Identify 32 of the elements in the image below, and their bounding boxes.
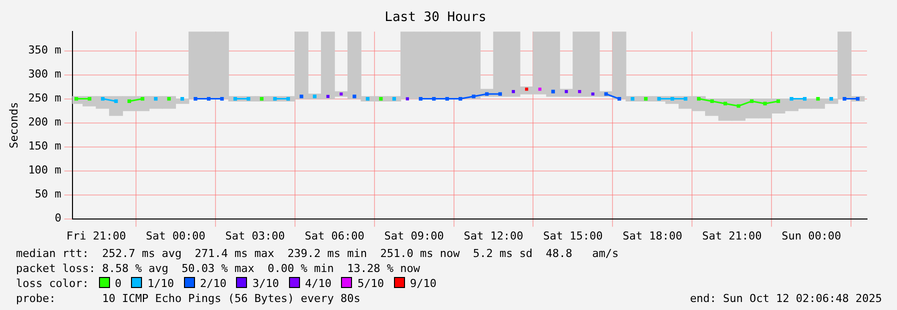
y-tick-label: 0 bbox=[54, 212, 62, 225]
y-tick-label: 100 m bbox=[28, 164, 62, 177]
legend-label: 2/10 bbox=[200, 277, 226, 290]
legend-label: 9/10 bbox=[410, 277, 436, 290]
y-tick-label: 50 m bbox=[34, 188, 62, 201]
x-tick-label: Sat 00:00 bbox=[146, 229, 206, 242]
legend-label: 4/10 bbox=[304, 277, 332, 290]
chart-title: Last 30 Hours bbox=[384, 10, 486, 26]
x-tick-label: Sat 21:00 bbox=[702, 229, 762, 242]
x-tick-label: Fri 21:00 bbox=[66, 229, 126, 242]
y-tick-label: 150 m bbox=[28, 140, 62, 153]
y-tick-label: 200 m bbox=[28, 116, 62, 129]
legend-label: 0 bbox=[114, 277, 122, 290]
y-axis-title: Seconds bbox=[7, 102, 20, 148]
legend-label: 1/10 bbox=[147, 277, 174, 290]
text: end: Sun Oct 12 02:06:48 2025 bbox=[690, 291, 882, 306]
x-tick-label: Sat 12:00 bbox=[464, 229, 524, 242]
text: probe: 10 ICMP Echo Pings (56 Bytes) every 80s bbox=[16, 292, 360, 305]
x-tick-label: Sat 18:00 bbox=[622, 229, 682, 242]
y-tick-label: 300 m bbox=[28, 68, 62, 81]
text: packet loss: 8.58 % avg 50.03 % max 0.00 % min 13.28 % now bbox=[16, 261, 421, 276]
x-tick-label: Sat 06:00 bbox=[304, 229, 364, 242]
x-tick-label: Sat 03:00 bbox=[225, 229, 285, 242]
y-tick-label: 350 m bbox=[28, 44, 62, 57]
legend-label: 5/10 bbox=[357, 277, 384, 290]
legend-label: 3/10 bbox=[252, 277, 279, 290]
x-tick-label: Sat 15:00 bbox=[543, 229, 603, 242]
y-tick-label: 250 m bbox=[28, 92, 62, 105]
text: median rtt: 252.7 ms avg 271.4 ms max 239.2 ms min 251.0 ms now 5.2 ms sd 48.8 am/s bbox=[16, 246, 620, 261]
x-tick-label: Sat 09:00 bbox=[384, 229, 444, 242]
x-tick-label: Sun 00:00 bbox=[782, 229, 842, 242]
legend-title: loss color: bbox=[16, 277, 89, 290]
